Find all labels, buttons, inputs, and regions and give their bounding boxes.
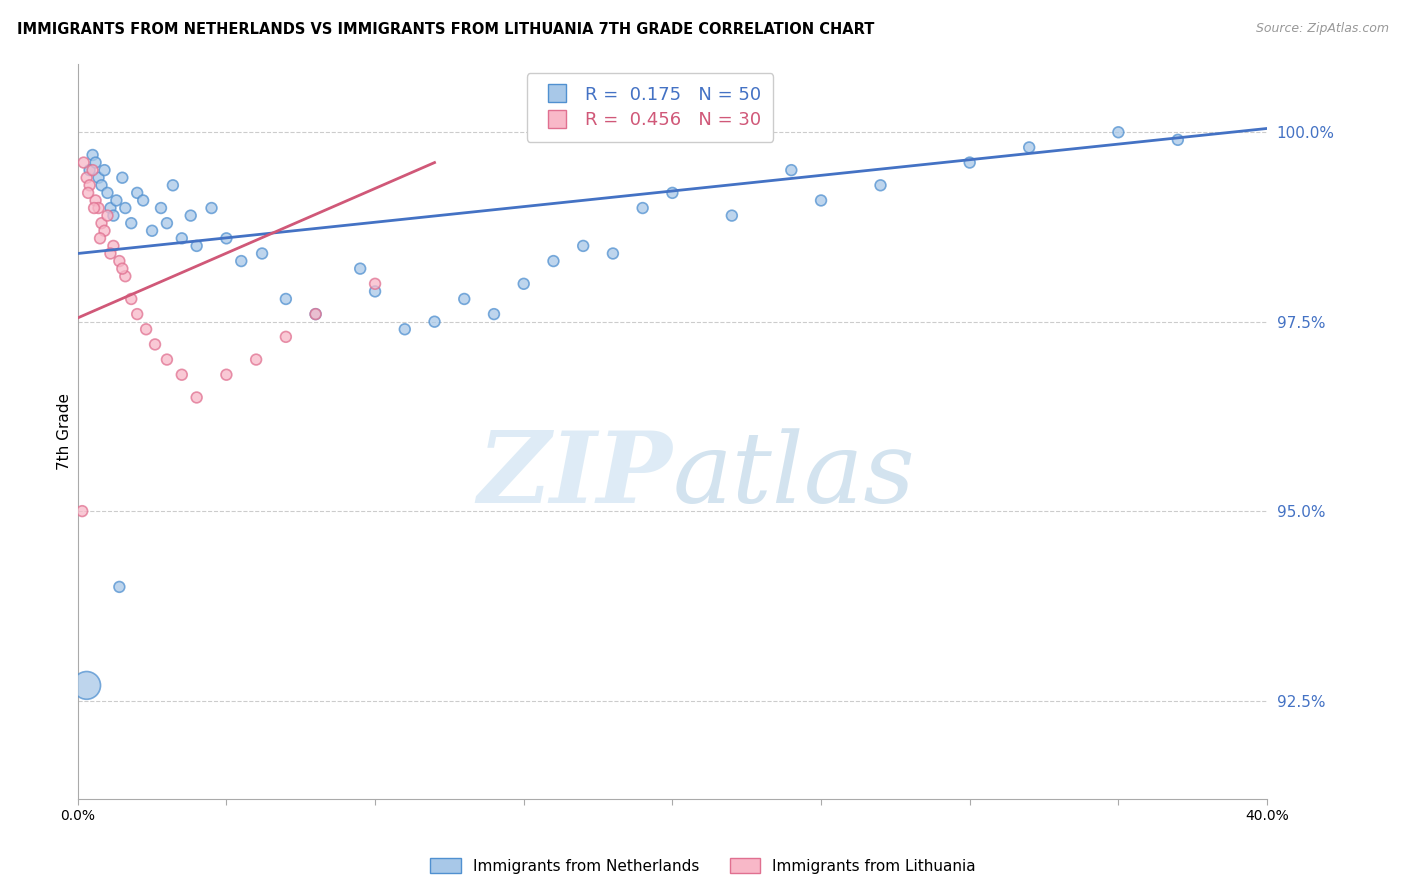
Point: [661, 186, 683, 200]
Point: [304, 307, 326, 321]
Point: [93, 224, 115, 238]
Point: [120, 216, 142, 230]
Point: [512, 277, 534, 291]
Point: [79, 178, 101, 193]
Point: [810, 194, 832, 208]
Point: [100, 246, 122, 260]
Point: [215, 368, 238, 382]
Point: [96, 186, 118, 200]
Point: [170, 231, 193, 245]
Point: [114, 269, 136, 284]
Point: [83, 201, 105, 215]
Point: [274, 330, 297, 344]
Point: [89, 231, 111, 245]
Point: [162, 178, 184, 193]
Point: [869, 178, 891, 193]
Point: [90, 178, 112, 193]
Point: [156, 216, 179, 230]
Point: [79, 163, 101, 178]
Point: [135, 322, 157, 336]
Point: [215, 231, 238, 245]
Text: ZIP: ZIP: [478, 427, 672, 524]
Point: [87, 170, 110, 185]
Point: [453, 292, 475, 306]
Point: [82, 148, 104, 162]
Point: [82, 163, 104, 178]
Point: [572, 239, 595, 253]
Point: [90, 216, 112, 230]
Point: [250, 246, 273, 260]
Point: [100, 201, 122, 215]
Point: [186, 239, 208, 253]
Point: [70, 504, 93, 518]
Point: [364, 277, 387, 291]
Point: [76, 678, 98, 692]
Point: [482, 307, 505, 321]
Point: [394, 322, 416, 336]
Y-axis label: 7th Grade: 7th Grade: [58, 393, 72, 470]
Point: [127, 307, 149, 321]
Point: [120, 292, 142, 306]
Point: [602, 246, 624, 260]
Text: Source: ZipAtlas.com: Source: ZipAtlas.com: [1256, 22, 1389, 36]
Point: [543, 254, 565, 268]
Point: [423, 315, 446, 329]
Point: [1018, 140, 1040, 154]
Point: [84, 155, 107, 169]
Point: [84, 194, 107, 208]
Legend: Immigrants from Netherlands, Immigrants from Lithuania: Immigrants from Netherlands, Immigrants …: [423, 852, 983, 880]
Point: [105, 194, 128, 208]
Point: [114, 201, 136, 215]
Point: [364, 285, 387, 299]
Point: [186, 391, 208, 405]
Point: [780, 163, 803, 178]
Point: [156, 352, 179, 367]
Point: [1107, 125, 1129, 139]
Point: [631, 201, 654, 215]
Point: [149, 201, 172, 215]
Point: [1167, 133, 1189, 147]
Point: [721, 209, 744, 223]
Point: [959, 155, 981, 169]
Point: [77, 186, 100, 200]
Point: [231, 254, 253, 268]
Legend: R =  0.175   N = 50, R =  0.456   N = 30: R = 0.175 N = 50, R = 0.456 N = 30: [527, 73, 773, 142]
Text: IMMIGRANTS FROM NETHERLANDS VS IMMIGRANTS FROM LITHUANIA 7TH GRADE CORRELATION C: IMMIGRANTS FROM NETHERLANDS VS IMMIGRANT…: [17, 22, 875, 37]
Point: [103, 239, 125, 253]
Point: [349, 261, 371, 276]
Point: [180, 209, 202, 223]
Point: [93, 163, 115, 178]
Point: [200, 201, 222, 215]
Point: [170, 368, 193, 382]
Point: [245, 352, 267, 367]
Point: [111, 261, 134, 276]
Point: [76, 170, 98, 185]
Point: [103, 209, 125, 223]
Point: [108, 254, 131, 268]
Point: [304, 307, 326, 321]
Point: [108, 580, 131, 594]
Point: [141, 224, 163, 238]
Point: [143, 337, 166, 351]
Point: [87, 201, 110, 215]
Point: [274, 292, 297, 306]
Point: [111, 170, 134, 185]
Point: [96, 209, 118, 223]
Point: [132, 194, 155, 208]
Text: atlas: atlas: [672, 428, 915, 524]
Point: [127, 186, 149, 200]
Point: [73, 155, 96, 169]
